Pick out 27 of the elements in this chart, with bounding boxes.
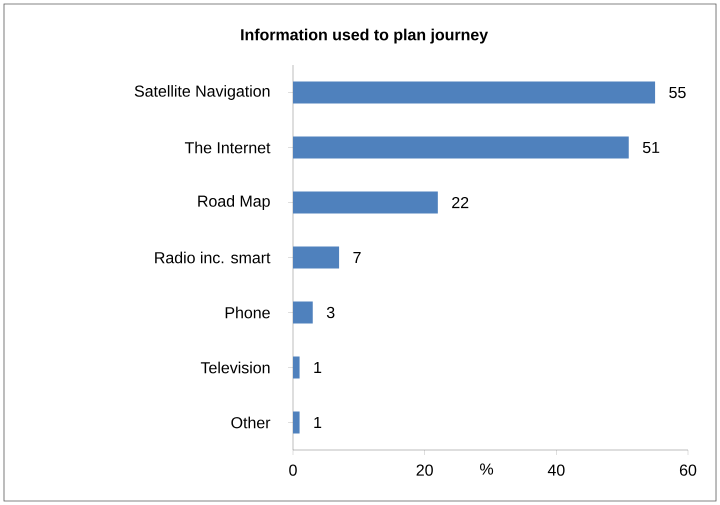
bar: [293, 356, 300, 379]
y-tick-label: Other: [231, 416, 270, 428]
y-tick-label: The Internet: [184, 142, 270, 154]
data-label: 1: [314, 362, 322, 373]
data-label: 55: [669, 86, 686, 98]
data-label: 22: [452, 196, 468, 208]
data-label: 3: [326, 306, 334, 318]
bar: [293, 192, 438, 214]
x-tick-label: 60: [680, 464, 696, 476]
x-axis-title: %: [480, 464, 494, 475]
y-tick-label: Radio inc. smart: [155, 252, 270, 264]
chart-title: Information used to plan journey: [241, 28, 488, 44]
x-tick-label: 40: [548, 464, 565, 476]
data-label: 7: [353, 252, 361, 263]
bar: [293, 412, 300, 434]
x-tick-label: 20: [416, 464, 433, 476]
bar: [293, 246, 340, 269]
x-tick-label: 0: [289, 464, 297, 476]
data-label: 1: [314, 417, 322, 428]
y-tick-label: Road Map: [198, 195, 270, 210]
y-tick-label: Television: [200, 362, 270, 374]
y-tick-label: Phone: [226, 306, 270, 318]
bar: [293, 302, 313, 324]
y-tick-label: Satellite Navigation: [134, 85, 270, 100]
bar: [293, 82, 656, 104]
data-label: 51: [642, 142, 660, 154]
bar: [293, 136, 629, 159]
